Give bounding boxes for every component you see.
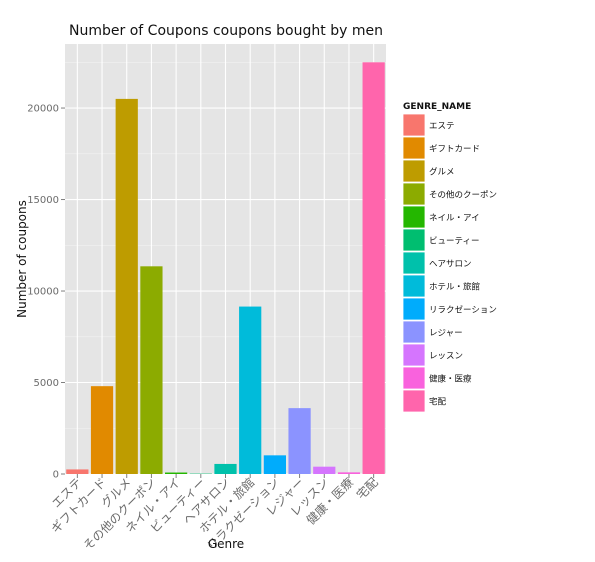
bar-9 xyxy=(263,455,286,474)
bar-10 xyxy=(288,408,311,474)
legend-label: 健康・医療 xyxy=(429,374,472,385)
legend-swatch xyxy=(402,159,426,183)
legend-swatch xyxy=(402,251,426,275)
legend-label: ネイル・アイ xyxy=(429,214,480,224)
bar-4 xyxy=(140,266,163,474)
legend-swatch xyxy=(402,205,426,229)
legend-label: レッスン xyxy=(429,352,463,362)
bar-3 xyxy=(115,98,138,474)
legend-swatch xyxy=(402,320,426,344)
legend-label: グルメ xyxy=(429,167,455,178)
legend-label: ビューティー xyxy=(429,237,480,247)
legend-items: エステギフトカードグルメその他のクーポンネイル・アイビューティーヘアサロンホテル… xyxy=(402,113,497,413)
bar-8 xyxy=(239,306,262,474)
y-tick-label: 20000 xyxy=(27,104,59,115)
legend-label: エステ xyxy=(429,122,455,132)
bar-5 xyxy=(165,472,188,474)
bar-7 xyxy=(214,463,237,474)
y-tick-label: 15000 xyxy=(27,195,59,206)
chart-title: Number of Coupons coupons bought by men xyxy=(69,23,383,39)
legend-label: ヘアサロン xyxy=(429,260,472,270)
bar-13 xyxy=(362,62,385,474)
bar-1 xyxy=(66,469,89,474)
legend-label: 宅配 xyxy=(429,397,447,408)
y-axis-title: Number of coupons xyxy=(15,200,29,318)
bar-11 xyxy=(313,466,336,474)
bar-12 xyxy=(337,472,361,474)
legend: GENRE_NAME エステギフトカードグルメその他のクーポンネイル・アイビュー… xyxy=(402,102,497,413)
y-tick-label: 5000 xyxy=(34,378,59,389)
legend-swatch xyxy=(402,136,426,160)
y-tick-label: 0 xyxy=(53,470,59,481)
legend-label: リラクゼーション xyxy=(429,305,497,316)
legend-label: その他のクーポン xyxy=(429,190,497,201)
y-tick-label: 10000 xyxy=(27,287,59,298)
bars xyxy=(66,62,385,474)
legend-swatch xyxy=(402,297,426,321)
legend-swatch xyxy=(402,389,426,413)
legend-swatch xyxy=(402,274,426,298)
bar-2 xyxy=(90,386,114,474)
legend-label: ギフトカード xyxy=(429,145,480,155)
x-axis-title: Genre xyxy=(208,537,244,551)
y-axis-ticks: 0 5000 10000 15000 20000 xyxy=(27,104,65,481)
legend-swatch xyxy=(402,113,426,137)
legend-label: レジャー xyxy=(429,329,463,339)
legend-label: ホテル・旅館 xyxy=(429,282,480,293)
legend-swatch xyxy=(402,228,426,252)
legend-swatch xyxy=(402,366,426,390)
legend-swatch xyxy=(402,182,426,206)
legend-swatch xyxy=(402,343,426,367)
legend-title: GENRE_NAME xyxy=(403,102,471,112)
x-tick-label: 宅配 xyxy=(353,475,381,503)
